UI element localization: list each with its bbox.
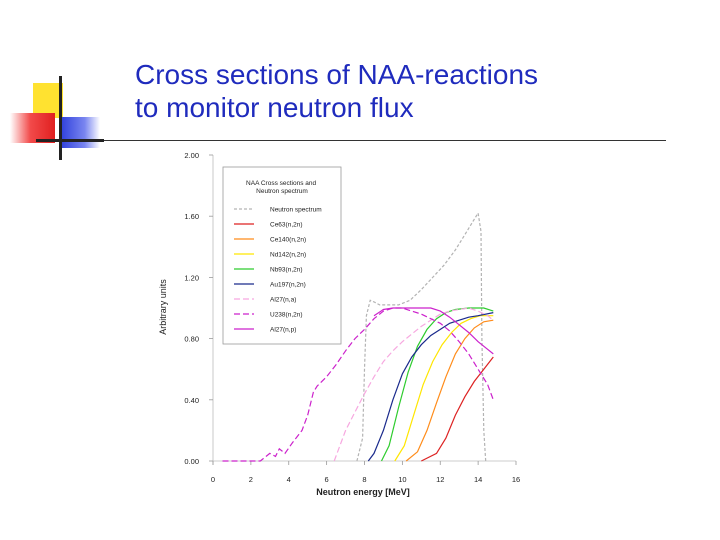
legend-label: Ce140(n,2n) <box>270 237 306 244</box>
decor-yellow-square <box>33 83 63 118</box>
slide-title-line-1: Cross sections of NAA-reactions <box>135 59 539 90</box>
x-tick-label: 14 <box>474 475 482 484</box>
series-line <box>356 211 487 462</box>
x-tick-label: 6 <box>325 475 329 484</box>
y-tick-label: 0.40 <box>184 396 199 405</box>
decor-vertical-line <box>59 76 62 160</box>
series-line <box>394 315 494 462</box>
x-tick-label: 10 <box>398 475 406 484</box>
legend-title-line-2: Neutron spectrum <box>256 188 308 195</box>
cross-section-chart: 0.00 0.40 0.80 1.20 1.60 2.00 0 2 4 6 8 10 12 14 16 A… <box>158 151 520 497</box>
x-tick-label: 8 <box>362 475 366 484</box>
x-axis-label: Neutron energy [MeV] <box>316 487 410 497</box>
y-tick-label: 2.00 <box>184 151 199 160</box>
series-line <box>367 312 494 462</box>
series-line <box>421 356 494 462</box>
legend-title: NAA Cross sections and Neutron spectrum <box>246 180 318 195</box>
series-line <box>333 307 494 462</box>
x-tick-label: 4 <box>287 475 291 484</box>
decor-red-gradient-bar <box>10 113 55 143</box>
slide-title: Cross sections of NAA-reactions to monit… <box>135 58 695 124</box>
legend-label: Nd142(n,2n) <box>270 252 306 259</box>
legend-label: Al27(n,a) <box>270 297 296 304</box>
series-layer <box>222 211 494 462</box>
legend-title-line-1: NAA Cross sections and <box>246 180 316 187</box>
y-tick-label: 0.80 <box>184 335 199 344</box>
x-tick-label: 2 <box>249 475 253 484</box>
legend-label: Au197(n,2n) <box>270 282 306 289</box>
decor-blue-gradient-bar <box>62 117 100 148</box>
series-line <box>373 307 494 355</box>
series-line <box>380 307 494 462</box>
y-tick-label: 0.00 <box>184 457 199 466</box>
y-tick-label: 1.60 <box>184 212 199 221</box>
legend-label: Neutron spectrum <box>270 207 322 214</box>
series-line <box>405 319 494 462</box>
y-tick-label: 1.20 <box>184 273 199 282</box>
y-axis-ticks: 0.00 0.40 0.80 1.20 1.60 2.00 <box>184 151 213 466</box>
x-tick-label: 16 <box>512 475 520 484</box>
legend-label: Nb93(n,2n) <box>270 267 303 274</box>
legend-label: Ce63(n,2n) <box>270 222 303 229</box>
x-tick-label: 12 <box>436 475 444 484</box>
y-axis-label: Arbitrary units <box>158 279 168 335</box>
title-underline <box>36 140 666 141</box>
x-tick-label: 0 <box>211 475 215 484</box>
legend-label: Al27(n,p) <box>270 327 296 334</box>
x-axis-ticks: 0 2 4 6 8 10 12 14 16 <box>211 461 520 484</box>
legend-label: U238(n,2n) <box>270 312 303 319</box>
title-underline-accent <box>36 139 104 142</box>
legend: NAA Cross sections and Neutron spectrum … <box>222 166 342 345</box>
slide-title-line-2: to monitor neutron flux <box>135 92 414 123</box>
legend-box <box>222 166 342 345</box>
